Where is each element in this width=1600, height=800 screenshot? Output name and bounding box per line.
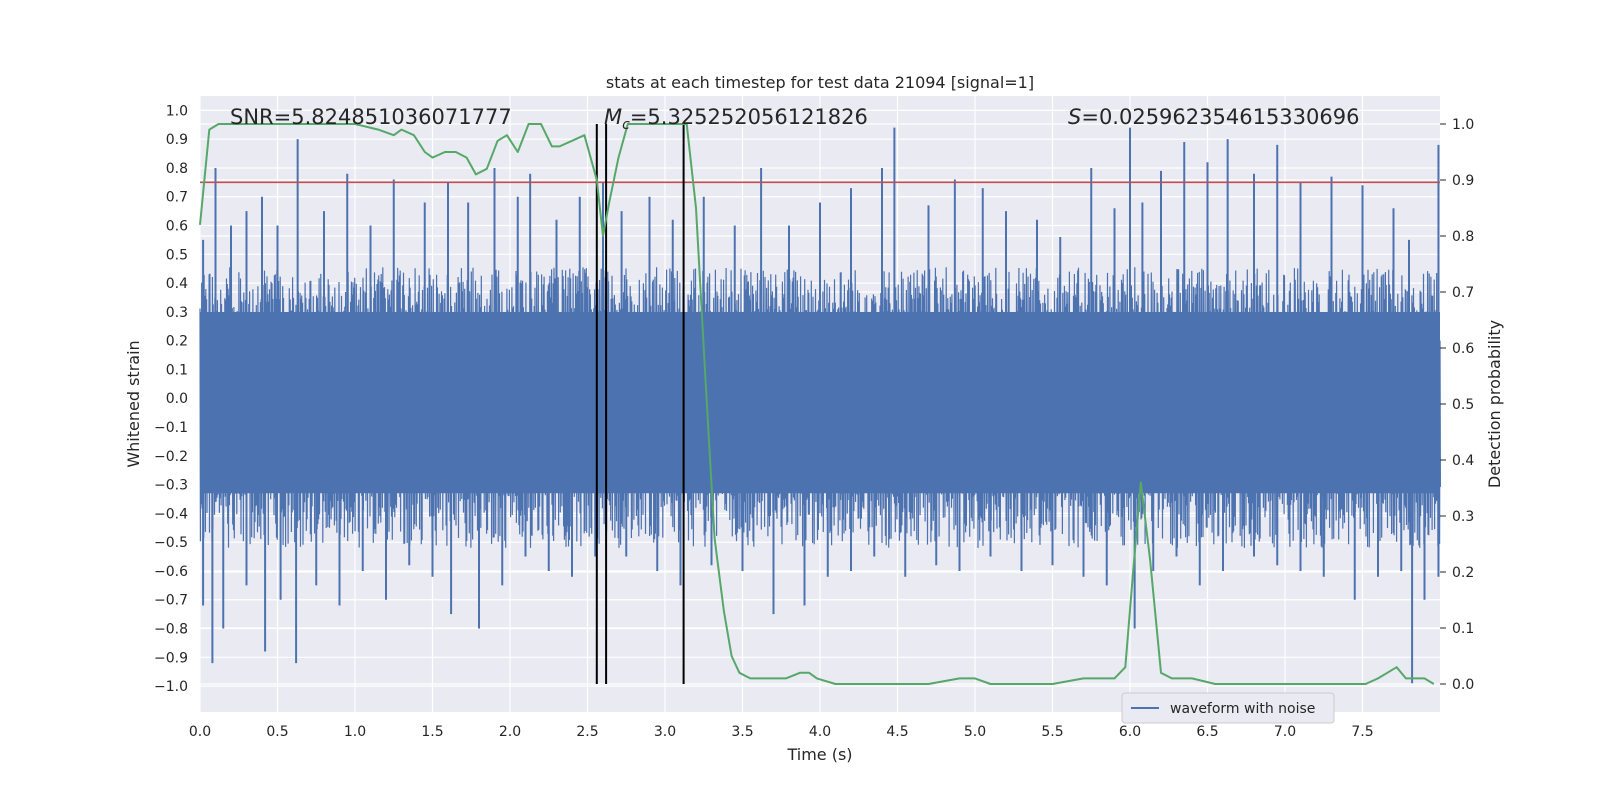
left-y-tick-label: −0.6 xyxy=(154,564,188,580)
left-y-tick-label: −0.9 xyxy=(154,650,188,666)
x-tick-label: 5.0 xyxy=(964,724,986,740)
right-y-tick-label: 1.0 xyxy=(1452,117,1474,133)
x-tick-label: 3.0 xyxy=(654,724,676,740)
x-tick-label: 0.0 xyxy=(189,724,211,740)
left-y-tick-label: 0.4 xyxy=(166,276,188,292)
right-y-tick-label: 0.0 xyxy=(1452,677,1474,693)
x-tick-label: 4.5 xyxy=(886,724,908,740)
legend-entry-waveform: waveform with noise xyxy=(1170,701,1315,717)
x-tick-labels: 0.0 0.5 1.0 1.5 2.0 2.5 3.0 3.5 4.0 4.5 5.0 5.5 6.0 6… xyxy=(189,724,1374,740)
mc-subscript: c xyxy=(622,117,630,133)
left-y-tick-label: 0.7 xyxy=(166,190,188,206)
left-y-tick-label: −1.0 xyxy=(154,679,188,695)
left-y-tick-label: 0.1 xyxy=(166,362,188,378)
s-symbol: S xyxy=(1068,105,1081,129)
detection-probability-line xyxy=(199,123,1435,685)
right-y-tick-label: 0.8 xyxy=(1452,229,1474,245)
left-y-tick-label: 0.2 xyxy=(166,334,188,350)
right-y-tick-label: 0.2 xyxy=(1452,565,1474,581)
left-y-tick-label: 0.0 xyxy=(166,391,188,407)
mc-symbol: M xyxy=(604,105,622,129)
x-tick-label: 4.0 xyxy=(809,724,831,740)
x-tick-label: 5.5 xyxy=(1041,724,1063,740)
left-y-tick-label: −0.7 xyxy=(154,593,188,609)
left-y-tick-label: 0.9 xyxy=(166,132,188,148)
x-tick-label: 2.5 xyxy=(576,724,598,740)
chart-title: stats at each timestep for test data 210… xyxy=(606,73,1034,92)
s-annotation: S=0.025962354615330696 xyxy=(1068,105,1359,129)
waveform-series xyxy=(199,127,1442,684)
left-y-tick-label: 0.3 xyxy=(166,305,188,321)
x-tick-label: 7.5 xyxy=(1351,724,1373,740)
left-y-tick-label: 0.8 xyxy=(166,161,188,177)
right-y-tick-label: 0.5 xyxy=(1452,397,1474,413)
x-tick-label: 1.5 xyxy=(421,724,443,740)
x-tick-label: 6.0 xyxy=(1119,724,1141,740)
left-y-tick-labels: 1.0 0.9 0.8 0.7 0.6 0.5 0.4 0.3 0.2 0.1 0.0 −0.1 −0.… xyxy=(154,103,188,695)
x-tick-label: 2.0 xyxy=(499,724,521,740)
right-y-tick-label: 0.1 xyxy=(1452,621,1474,637)
left-y-tick-label: 1.0 xyxy=(166,103,188,119)
left-y-tick-label: 0.5 xyxy=(166,247,188,263)
left-y-tick-label: −0.3 xyxy=(154,478,188,494)
right-y-tick-label: 0.7 xyxy=(1452,285,1474,301)
chirp-mass-annotation: Mc=5.325252056121826 xyxy=(604,105,868,133)
x-tick-label: 6.5 xyxy=(1196,724,1218,740)
right-y-axis-label: Detection probability xyxy=(1485,320,1504,488)
left-y-tick-label: −0.5 xyxy=(154,535,188,551)
right-y-tick-labels: 1.0 0.9 0.8 0.7 0.6 0.5 0.4 0.3 0.2 0.1 0.0 xyxy=(1440,117,1474,693)
left-y-tick-label: 0.6 xyxy=(166,219,188,235)
mc-value: =5.325252056121826 xyxy=(630,105,868,129)
left-y-tick-label: −0.4 xyxy=(154,506,188,522)
x-axis-label: Time (s) xyxy=(786,745,852,764)
left-y-axis-label: Whitened strain xyxy=(124,340,143,467)
legend: waveform with noise xyxy=(1121,692,1335,724)
left-y-tick-label: −0.8 xyxy=(154,622,188,638)
x-tick-label: 0.5 xyxy=(266,724,288,740)
x-tick-label: 3.5 xyxy=(731,724,753,740)
x-tick-label: 7.0 xyxy=(1274,724,1296,740)
left-y-tick-label: −0.1 xyxy=(154,420,188,436)
right-y-tick-label: 0.3 xyxy=(1452,509,1474,525)
snr-annotation: SNR=5.824851036071777 xyxy=(230,105,512,129)
probability-series xyxy=(199,123,1435,685)
right-y-tick-label: 0.6 xyxy=(1452,341,1474,357)
left-y-tick-label: −0.2 xyxy=(154,449,188,465)
x-tick-label: 1.0 xyxy=(344,724,366,740)
right-y-tick-label: 0.4 xyxy=(1452,453,1474,469)
legend-box xyxy=(1121,692,1335,724)
right-y-tick-label: 0.9 xyxy=(1452,173,1474,189)
s-value: =0.025962354615330696 xyxy=(1081,105,1359,129)
